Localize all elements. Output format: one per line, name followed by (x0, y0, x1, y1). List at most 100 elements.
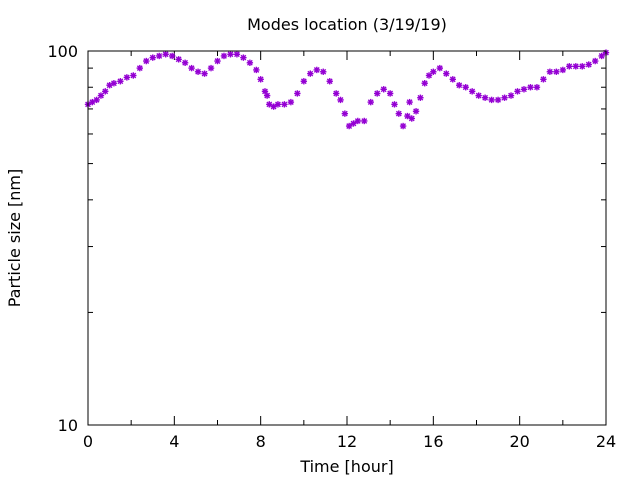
tick-labels: 0 4 8 12 16 20 24 10 100 (47, 42, 616, 451)
data-point (162, 51, 169, 58)
data-point (430, 68, 437, 75)
data-point (181, 59, 189, 66)
data-point (274, 101, 282, 108)
data-point (246, 59, 254, 66)
data-point (341, 110, 349, 117)
data-point (287, 98, 295, 106)
data-point (412, 108, 420, 115)
data-point (436, 64, 444, 72)
plot-frame (87, 50, 607, 426)
x-tick-label: 24 (596, 432, 616, 451)
data-point (168, 52, 176, 60)
data-point (520, 86, 528, 93)
data-point (374, 90, 381, 97)
chart-title: Modes location (3/19/19) (247, 15, 447, 34)
data-point (406, 98, 413, 106)
data-point (300, 78, 308, 85)
data-point (566, 63, 573, 70)
data-point (572, 63, 579, 70)
data-point (585, 61, 592, 68)
data-point (337, 96, 344, 104)
data-point (345, 122, 353, 130)
data-point (533, 84, 541, 91)
data-point (488, 96, 495, 104)
data-point (350, 120, 357, 127)
data-point (494, 96, 502, 104)
data-point (408, 115, 415, 122)
data-point (553, 68, 560, 75)
data-point (546, 68, 554, 75)
data-point (320, 68, 327, 75)
data-point (449, 76, 456, 83)
data-point (194, 68, 202, 75)
data-point (399, 122, 407, 130)
data-point (501, 94, 508, 101)
x-tick-label: 8 (256, 432, 266, 451)
data-point (475, 92, 482, 99)
data-point (391, 101, 398, 108)
data-point (313, 66, 320, 74)
data-point (559, 66, 567, 74)
data-point (579, 63, 586, 70)
data-point (188, 64, 195, 72)
data-point (354, 117, 361, 125)
data-point (240, 54, 247, 61)
data-point (462, 84, 469, 91)
x-tick-label: 16 (423, 432, 443, 451)
y-tick-label: 10 (58, 416, 78, 435)
data-point (514, 88, 521, 95)
data-point (207, 64, 215, 72)
data-point (214, 57, 221, 65)
data-point (156, 52, 163, 60)
data-points (84, 49, 610, 130)
data-point (143, 57, 150, 65)
data-point (326, 78, 333, 85)
data-point (598, 52, 605, 60)
data-point (361, 117, 368, 125)
data-point (456, 82, 463, 89)
data-point (220, 52, 228, 60)
data-point (102, 88, 109, 95)
data-point (233, 51, 241, 58)
data-point (149, 54, 156, 61)
data-point (97, 92, 105, 99)
y-tick-label: 100 (47, 42, 78, 61)
x-tick-label: 4 (169, 432, 179, 451)
data-point (481, 94, 489, 101)
data-point (468, 88, 476, 95)
data-point (592, 57, 599, 65)
x-axis-label: Time [hour] (299, 457, 393, 476)
x-tick-label: 12 (337, 432, 357, 451)
data-point (93, 96, 100, 104)
data-point (136, 64, 143, 72)
data-point (294, 90, 301, 97)
y-axis-label: Particle size [nm] (5, 169, 24, 308)
data-point (123, 74, 131, 81)
data-point (425, 72, 433, 79)
x-tick-label: 20 (509, 432, 529, 451)
data-point (443, 70, 450, 77)
data-point (507, 92, 515, 99)
data-point (281, 101, 288, 108)
data-point (367, 98, 374, 106)
axis-ticks (87, 50, 607, 426)
data-point (395, 110, 402, 117)
data-point (540, 76, 547, 83)
data-point (307, 70, 314, 77)
data-point (266, 101, 273, 108)
data-point (227, 51, 234, 58)
data-point (333, 90, 340, 97)
data-point (380, 86, 387, 93)
data-point (175, 56, 182, 63)
data-point (527, 84, 534, 91)
data-point (257, 76, 264, 83)
data-point (263, 92, 271, 99)
data-point (386, 90, 394, 97)
data-point (253, 66, 260, 74)
data-point (130, 72, 137, 79)
data-point (117, 78, 124, 85)
data-point (201, 70, 208, 77)
x-tick-label: 0 (83, 432, 93, 451)
data-point (421, 80, 428, 87)
